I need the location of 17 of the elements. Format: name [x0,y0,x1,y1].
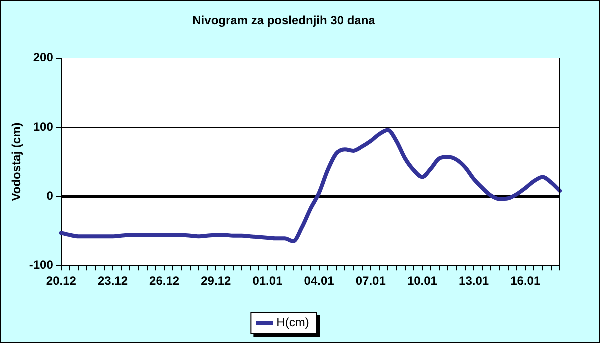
y-axis-title: Vodostaj (cm) [10,122,24,202]
y-tick-label: 100 [33,120,54,134]
x-tick-label: 26.12 [150,274,180,288]
legend-label: H(cm) [276,315,310,330]
y-tick-label: 0 [46,188,54,203]
chart-title: Nivogram za poslednjih 30 dana [192,14,376,28]
x-tick-label: 04.01 [304,274,335,288]
x-tick-label: 07.01 [356,274,386,288]
x-tick-label: 29.12 [201,274,232,288]
y-tick-label: 200 [33,50,54,65]
x-tick-label: 16.01 [510,274,541,288]
y-tick-label: -100 [29,258,54,272]
x-tick-label: 01.01 [252,274,284,288]
x-tick-label: 10.01 [407,274,438,288]
x-tick-label: 23.12 [98,274,128,288]
x-tick-label: 20.12 [46,274,77,288]
x-tick-label: 13.01 [459,274,490,288]
